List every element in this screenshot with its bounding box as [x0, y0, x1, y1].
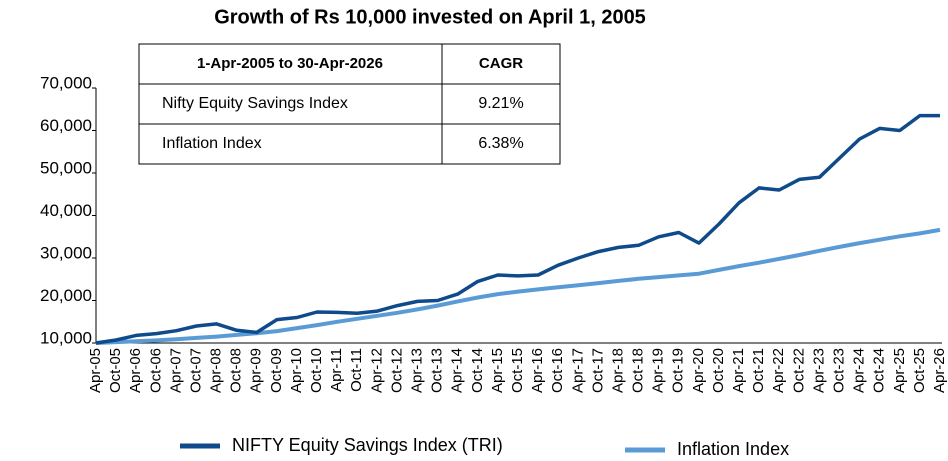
- x-tick-label: Apr-14: [449, 348, 466, 393]
- cagr-table: 1-Apr-2005 to 30-Apr-2026 CAGR Nifty Equ…: [138, 43, 561, 165]
- x-tick-label: Apr-25: [891, 348, 908, 393]
- series-line: [95, 227, 941, 345]
- x-tick-label: Apr-19: [650, 348, 667, 393]
- x-tick-label: Apr-18: [609, 348, 626, 393]
- x-tick-label: Oct-15: [509, 348, 526, 393]
- x-tick-label: Oct-10: [308, 348, 325, 393]
- x-tick-label: Oct-11: [348, 348, 365, 392]
- x-tick-label: Apr-11: [328, 348, 345, 392]
- x-tick-label: Oct-16: [549, 348, 566, 393]
- x-tick-label: Oct-25: [911, 348, 928, 393]
- x-tick-label: Oct-06: [147, 348, 164, 393]
- x-tick-label: Apr-17: [569, 348, 586, 393]
- x-tick-label: Apr-26: [931, 348, 948, 393]
- x-tick-label: Oct-22: [790, 348, 807, 393]
- x-tick-label: Oct-05: [107, 348, 124, 393]
- y-tick-label: 70,000: [40, 73, 92, 92]
- x-tick-label: Apr-15: [489, 348, 506, 393]
- x-tick-label: Apr-06: [127, 348, 144, 393]
- x-tick-label: Oct-07: [187, 348, 204, 393]
- x-tick-label: Apr-10: [288, 348, 305, 393]
- x-tick-label: Apr-20: [690, 348, 707, 393]
- legend-label: NIFTY Equity Savings Index (TRI): [232, 435, 503, 455]
- y-tick-label: 40,000: [40, 201, 92, 220]
- x-tick-label: Apr-08: [208, 348, 225, 393]
- x-tick-label: Oct-18: [630, 348, 647, 393]
- y-tick-label: 10,000: [40, 328, 92, 347]
- x-tick-label: Oct-24: [871, 348, 888, 393]
- y-tick-label: 30,000: [40, 243, 92, 262]
- x-tick-label: Oct-19: [670, 348, 687, 393]
- x-tick-label: Apr-12: [368, 348, 385, 393]
- table-header: CAGR: [479, 55, 523, 72]
- y-tick-label: 60,000: [40, 116, 92, 135]
- x-tick-label: Oct-14: [469, 348, 486, 393]
- x-tick-label: Oct-08: [228, 348, 245, 393]
- legend-label: Inflation Index: [677, 439, 789, 459]
- x-tick-label: Apr-07: [167, 348, 184, 393]
- x-tick-label: Apr-05: [87, 348, 104, 393]
- x-tick-label: Apr-24: [851, 348, 868, 393]
- table-cell: Nifty Equity Savings Index: [162, 95, 348, 112]
- y-tick-label: 50,000: [40, 158, 92, 177]
- x-tick-label: Oct-12: [388, 348, 405, 393]
- table-cell: Inflation Index: [162, 135, 262, 152]
- table-header: 1-Apr-2005 to 30-Apr-2026: [197, 55, 383, 72]
- chart-title: Growth of Rs 10,000 invested on April 1,…: [214, 6, 646, 28]
- x-tick-label: Oct-13: [429, 348, 446, 393]
- x-tick-label: Oct-17: [589, 348, 606, 393]
- table-cell: 9.21%: [478, 95, 523, 112]
- x-tick-label: Apr-22: [770, 348, 787, 393]
- x-tick-label: Apr-13: [408, 348, 425, 393]
- x-tick-label: Oct-20: [710, 348, 727, 393]
- x-tick-label: Oct-21: [750, 348, 767, 393]
- x-tick-label: Apr-21: [730, 348, 747, 393]
- x-tick-label: Oct-09: [268, 348, 285, 393]
- series-line: [95, 113, 940, 345]
- x-tick-label: Oct-23: [830, 348, 847, 393]
- table-border: [138, 43, 561, 165]
- table-cell: 6.38%: [478, 135, 523, 152]
- y-tick-label: 20,000: [40, 286, 92, 305]
- x-tick-label: Apr-09: [248, 348, 265, 393]
- x-tick-label: Apr-23: [810, 348, 827, 393]
- x-tick-label: Apr-16: [529, 348, 546, 393]
